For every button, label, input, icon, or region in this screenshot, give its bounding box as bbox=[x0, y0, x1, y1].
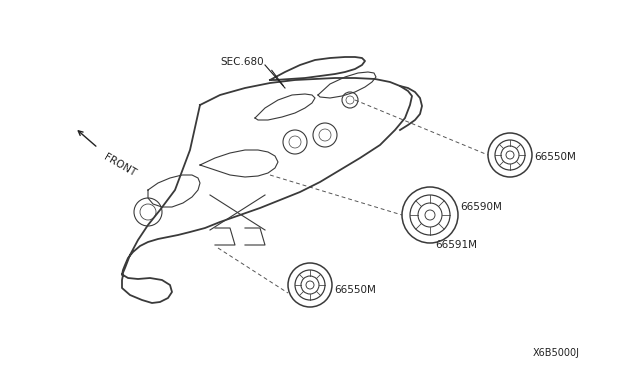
Text: X6B5000J: X6B5000J bbox=[533, 348, 580, 358]
Text: 66591M: 66591M bbox=[435, 240, 477, 250]
Text: FRONT: FRONT bbox=[102, 152, 138, 178]
Text: 66550M: 66550M bbox=[534, 152, 576, 162]
Text: SEC.680: SEC.680 bbox=[220, 57, 264, 67]
Text: 66550M: 66550M bbox=[334, 285, 376, 295]
Text: 66590M: 66590M bbox=[460, 202, 502, 212]
